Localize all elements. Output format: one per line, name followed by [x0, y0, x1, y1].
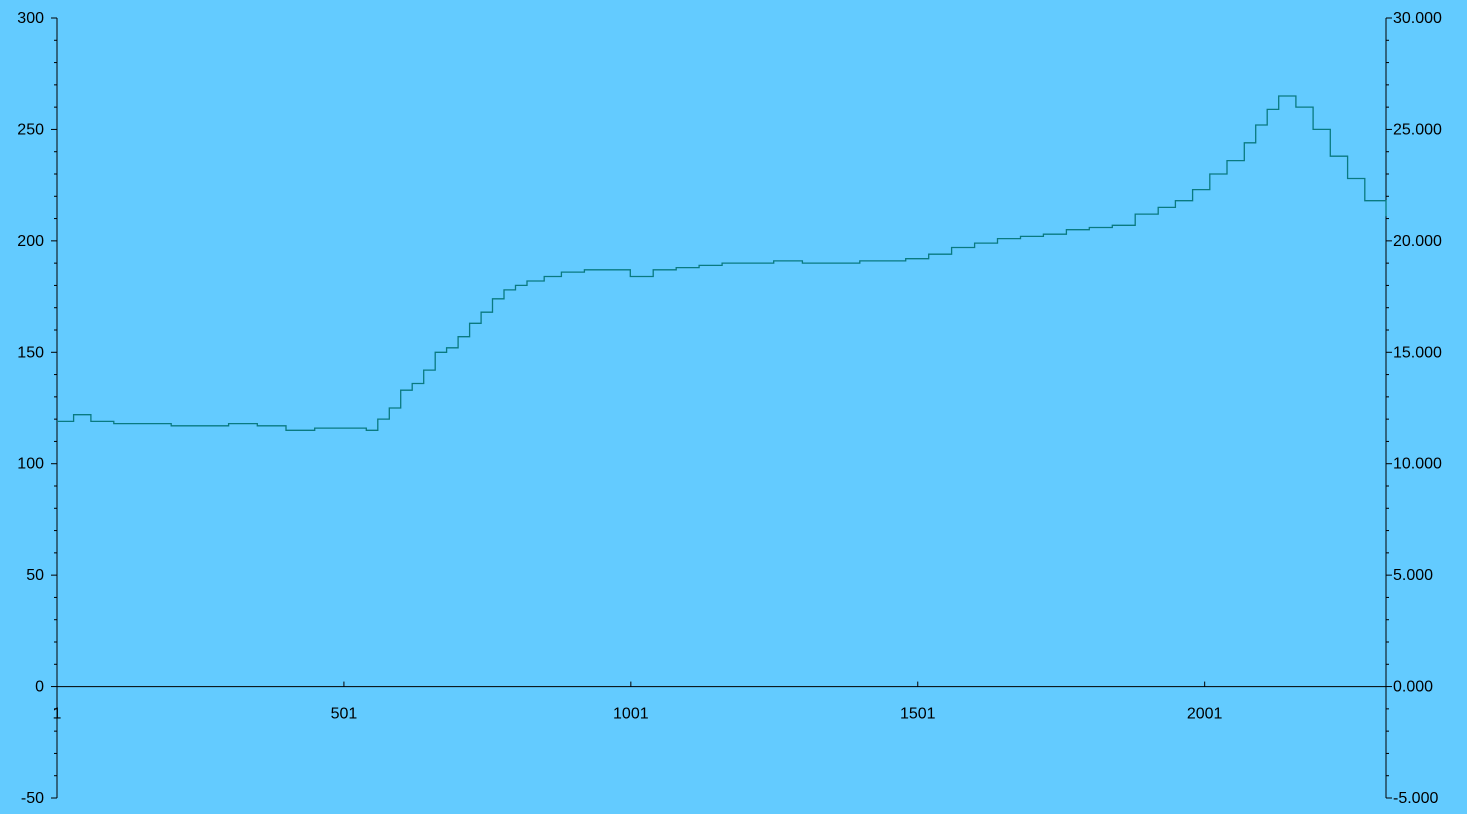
- y-tick-label-right: 5.000: [1393, 567, 1433, 584]
- y-tick-label-right: -5.000: [1393, 790, 1438, 807]
- y-tick-label-right: 25.000: [1393, 121, 1442, 138]
- y-tick-label-left: 0: [35, 679, 44, 696]
- y-tick-label-right: 15.000: [1393, 344, 1442, 361]
- y-tick-label-right: 10.000: [1393, 456, 1442, 473]
- series-line: [57, 95, 1387, 431]
- y-tick-label-left: -50: [21, 790, 44, 807]
- x-tick-label: 1501: [900, 706, 936, 723]
- y-tick-label-left: 250: [17, 121, 44, 138]
- series-group: [57, 95, 1387, 431]
- x-tick-label: 2001: [1187, 706, 1223, 723]
- tick-labels-group: -50 0 50 100 150 200 250 300 -5.000 0.000 5.000 10.…: [17, 10, 1442, 807]
- x-tick-label: 1001: [613, 706, 649, 723]
- y-tick-label-left: 300: [17, 10, 44, 27]
- y-tick-label-left: 100: [17, 456, 44, 473]
- y-tick-label-right: 0.000: [1393, 679, 1433, 696]
- y-tick-label-left: 150: [17, 344, 44, 361]
- x-tick-label: 501: [331, 706, 358, 723]
- y-tick-label-right: 30.000: [1393, 10, 1442, 27]
- x-tick-label: 1: [53, 706, 62, 723]
- y-tick-label-right: 20.000: [1393, 233, 1442, 250]
- y-tick-label-left: 200: [17, 233, 44, 250]
- axes-group: [51, 17, 1392, 799]
- y-tick-label-left: 50: [26, 567, 44, 584]
